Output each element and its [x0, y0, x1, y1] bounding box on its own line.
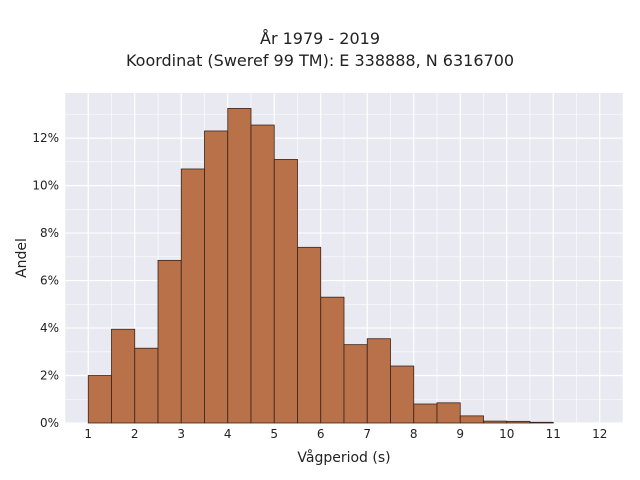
histogram-bar — [459, 415, 484, 424]
histogram-bar — [436, 402, 461, 424]
y-axis-ticks: 0% 2% 4% 6% 8% 10% 12% — [32, 131, 59, 430]
histogram-bar — [273, 159, 298, 424]
x-axis-label: Vågperiod (s) — [297, 449, 390, 466]
x-axis-ticks: 1 2 3 4 5 6 7 8 9 10 11 12 — [84, 427, 607, 441]
x-tick-label: 6 — [317, 427, 325, 441]
x-tick-label: 8 — [410, 427, 418, 441]
chart-subtitle: Koordinat (Sweref 99 TM): E 338888, N 63… — [125, 51, 515, 70]
y-tick-label: 2% — [40, 369, 59, 383]
histogram-bar — [343, 344, 368, 424]
histogram-bar — [227, 108, 252, 424]
y-tick-label: 6% — [40, 274, 59, 288]
histogram-bar — [134, 347, 159, 424]
histogram-bar — [320, 296, 345, 424]
histogram-bar — [111, 328, 136, 424]
y-tick-label: 8% — [40, 226, 59, 240]
x-tick-label: 12 — [592, 427, 607, 441]
histogram-bar — [297, 246, 322, 424]
histogram-bar — [250, 124, 275, 424]
x-tick-label: 7 — [363, 427, 371, 441]
histogram-bar — [204, 130, 229, 424]
y-tick-label: 10% — [32, 179, 59, 193]
y-tick-label: 12% — [32, 131, 59, 145]
bars — [87, 108, 554, 424]
histogram-bar — [506, 420, 531, 424]
histogram-bar — [87, 375, 112, 424]
x-tick-label: 9 — [456, 427, 464, 441]
histogram-bar — [413, 403, 438, 424]
histogram-bar — [157, 259, 182, 424]
x-tick-label: 3 — [177, 427, 185, 441]
histogram-bar — [529, 421, 554, 424]
y-axis-label: Andel — [14, 238, 30, 278]
x-tick-label: 10 — [499, 427, 514, 441]
y-tick-label: 4% — [40, 321, 59, 335]
x-tick-label: 11 — [546, 427, 561, 441]
histogram-bar — [366, 338, 391, 424]
x-tick-label: 4 — [224, 427, 232, 441]
x-tick-label: 2 — [131, 427, 139, 441]
x-tick-label: 1 — [84, 427, 92, 441]
histogram-bar — [390, 365, 415, 424]
histogram-bar — [483, 420, 508, 424]
chart-title: År 1979 - 2019 — [260, 29, 380, 48]
x-tick-label: 5 — [270, 427, 278, 441]
histogram-bar — [180, 168, 205, 424]
y-tick-label: 0% — [40, 416, 59, 430]
